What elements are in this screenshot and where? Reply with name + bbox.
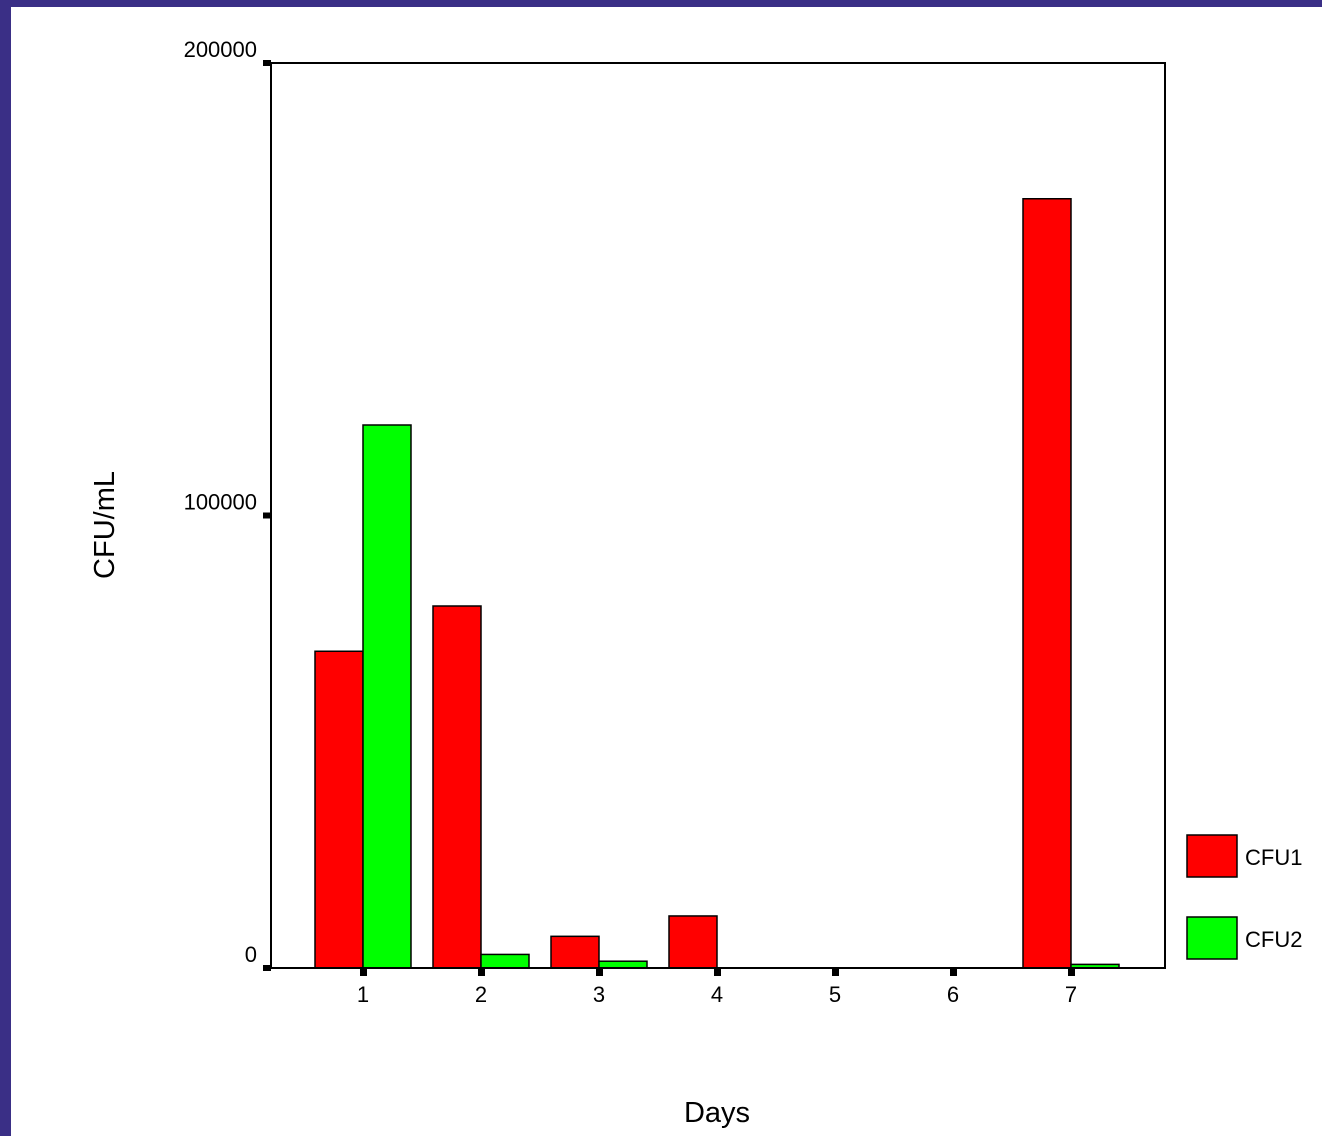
legend-swatch-cfu1 (1186, 834, 1238, 878)
bar-cfu1-day-2 (432, 605, 482, 969)
bar-cfu2-day-3 (598, 960, 648, 969)
legend: CFU1 CFU2 (1186, 834, 1302, 960)
legend-label-cfu1: CFU1 (1245, 845, 1302, 870)
x-axis-label: Days (684, 1097, 750, 1129)
bar-cfu1-day-4 (668, 915, 718, 969)
x-tick-mark (360, 968, 367, 976)
x-tick-mark (478, 968, 485, 976)
bar-cfu2-day-2 (480, 953, 530, 969)
x-tick-mark (832, 968, 839, 976)
x-axis: 1 2 3 4 5 6 7 (357, 968, 1077, 1007)
bar-cfu2-day-1 (362, 424, 412, 969)
x-tick-mark (596, 968, 603, 976)
y-tick-mark (263, 512, 271, 519)
y-tick-mark (263, 60, 271, 66)
y-tick-label: 0 (245, 942, 257, 967)
x-tick-label-7: 7 (1065, 982, 1077, 1007)
y-axis-label: CFU/mL (89, 471, 121, 579)
x-tick-label-6: 6 (947, 982, 959, 1007)
bar-cfu1-day-3 (550, 935, 600, 969)
legend-swatch-cfu2 (1186, 916, 1238, 960)
bar-cfu1-day-7 (1022, 198, 1072, 969)
x-tick-label-5: 5 (829, 982, 841, 1007)
y-tick-mark (263, 965, 271, 971)
x-tick-mark (1068, 968, 1075, 976)
x-tick-label-4: 4 (711, 982, 723, 1007)
x-tick-mark (950, 968, 957, 976)
y-tick-label: 100000 (184, 490, 257, 515)
y-tick-label: 200000 (184, 37, 257, 62)
x-tick-mark (714, 968, 721, 976)
x-tick-label-3: 3 (593, 982, 605, 1007)
legend-label-cfu2: CFU2 (1245, 927, 1302, 952)
bars-group (314, 198, 1120, 969)
x-tick-label-1: 1 (357, 982, 369, 1007)
x-tick-label-2: 2 (475, 982, 487, 1007)
y-axis: 0 100000 200000 (184, 37, 271, 971)
bar-cfu1-day-1 (314, 650, 364, 969)
